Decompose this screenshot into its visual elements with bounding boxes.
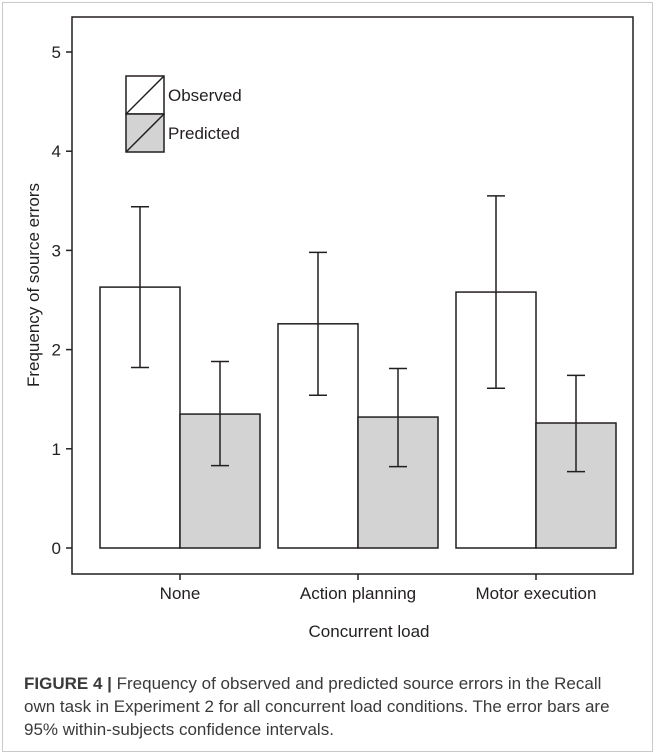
x-tick-label: None [160, 584, 201, 603]
legend-label: Predicted [168, 124, 240, 143]
error-bar [389, 367, 407, 468]
y-tick-label: 0 [52, 539, 61, 558]
figure-caption: FIGURE 4 | Frequency of observed and pre… [24, 672, 636, 741]
y-axis-label: Frequency of source errors [24, 183, 43, 387]
legend-label: Observed [168, 86, 242, 105]
error-bar [131, 206, 149, 369]
caption-label: FIGURE 4 | [24, 674, 112, 693]
error-bars [131, 195, 585, 473]
plot-area [71, 16, 634, 575]
legend: Observed Predicted [125, 75, 242, 153]
legend-item-predicted: Predicted [125, 113, 240, 153]
x-tick-label: Motor execution [476, 584, 597, 603]
x-axis-label: Concurrent load [309, 622, 430, 641]
y-tick-label: 1 [52, 440, 61, 459]
error-bar [567, 374, 585, 473]
error-bar [211, 360, 229, 467]
bar-chart: 0 1 2 3 4 5 None Action planning Motor executio… [24, 16, 634, 641]
x-axis: None Action planning Motor execution [160, 574, 597, 603]
y-tick-label: 4 [52, 142, 61, 161]
y-axis: 0 1 2 3 4 5 [52, 43, 72, 558]
bar-predicted [179, 413, 261, 549]
bars [99, 286, 617, 549]
y-tick-label: 5 [52, 43, 61, 62]
y-tick-label: 3 [52, 241, 61, 260]
y-tick-label: 2 [52, 341, 61, 360]
legend-item-observed: Observed [125, 75, 242, 115]
bar-predicted [357, 416, 439, 549]
x-tick-label: Action planning [300, 584, 416, 603]
error-bar [309, 251, 327, 396]
caption-text: Frequency of observed and predicted sour… [24, 674, 610, 739]
error-bar [487, 195, 505, 390]
